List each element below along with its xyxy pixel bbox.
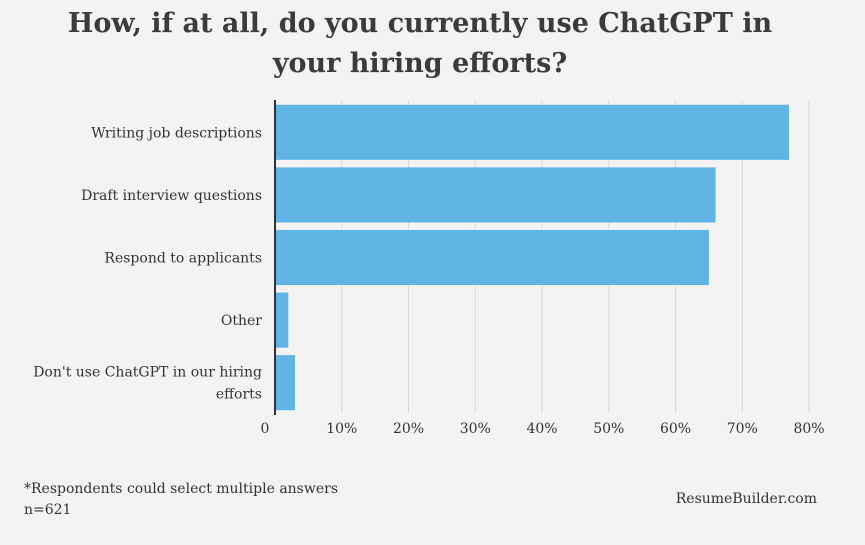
x-tick-label-20: 20% (393, 421, 424, 437)
footnote: *Respondents could select multiple answe… (24, 479, 338, 521)
category-label-0: Writing job descriptions (91, 125, 262, 141)
footnote-sample-size: n=621 (24, 502, 72, 518)
footnote-note: *Respondents could select multiple answe… (24, 481, 339, 497)
x-tick-label-0: 0 (261, 421, 270, 437)
bar-1 (275, 167, 716, 223)
x-tick-label-80: 80% (793, 421, 824, 437)
chart-title-line-1: How, if at all, do you currently use Cha… (67, 8, 773, 39)
bars (275, 104, 789, 411)
bar-0 (275, 104, 789, 160)
category-labels: Writing job descriptions Draft interview … (33, 125, 262, 402)
x-tick-labels: 0 10% 20% 30% 40% 50% 60% 70% 80% (261, 421, 825, 437)
category-label-1: Draft interview questions (81, 188, 262, 204)
chart-title-line-2: your hiring efforts? (272, 48, 568, 79)
category-label-4: Don't use ChatGPT in our hiring efforts (33, 365, 262, 403)
category-label-2: Respond to applicants (104, 251, 262, 267)
x-tick-label-60: 60% (660, 421, 691, 437)
x-tick-label-50: 50% (593, 421, 624, 437)
bar-3 (275, 292, 289, 348)
x-tick-label-40: 40% (526, 421, 557, 437)
source-credit: ResumeBuilder.com (675, 491, 817, 507)
x-tick-label-30: 30% (460, 421, 491, 437)
chart-title: How, if at all, do you currently use Cha… (40, 4, 800, 84)
x-tick-label-10: 10% (326, 421, 357, 437)
x-tick-label-70: 70% (727, 421, 758, 437)
bar-2 (275, 229, 709, 286)
category-label-3: Other (221, 313, 262, 329)
bar-4 (275, 355, 296, 411)
